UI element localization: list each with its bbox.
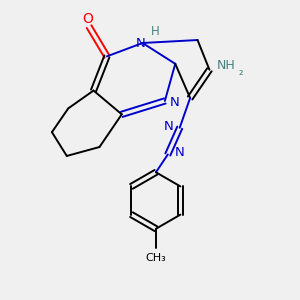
Text: O: O (82, 12, 93, 26)
Text: NH: NH (216, 59, 235, 72)
Text: N: N (164, 120, 173, 133)
Text: ₂: ₂ (238, 67, 243, 77)
Text: N: N (136, 37, 146, 50)
Text: N: N (174, 146, 184, 160)
Text: H: H (151, 25, 159, 38)
Text: CH₃: CH₃ (146, 253, 166, 262)
Text: N: N (169, 96, 179, 109)
